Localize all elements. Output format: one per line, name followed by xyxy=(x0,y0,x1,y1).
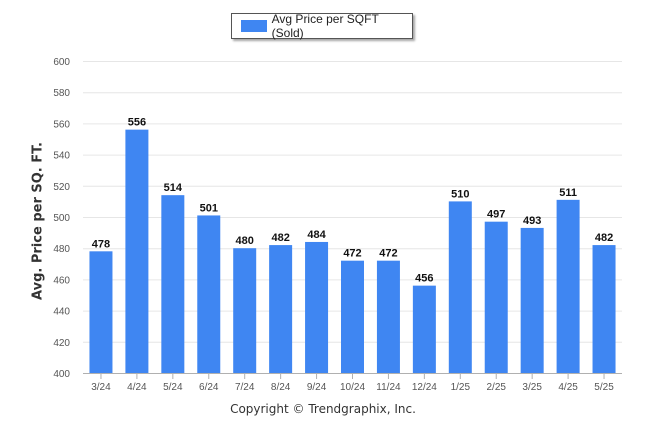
legend[interactable]: Avg Price per SQFT (Sold) xyxy=(231,12,413,40)
data-label: 493 xyxy=(523,215,541,227)
data-label: 510 xyxy=(451,188,469,200)
x-tick-label: 4/24 xyxy=(127,382,147,393)
y-tick-label: 520 xyxy=(53,182,70,193)
y-axis-label: Avg. Price per SQ. FT. xyxy=(30,142,46,300)
x-tick-label: 4/25 xyxy=(558,382,578,393)
data-label: 456 xyxy=(415,273,433,285)
data-label: 501 xyxy=(200,202,218,214)
bar[interactable] xyxy=(556,199,580,373)
y-tick-label: 400 xyxy=(53,369,70,380)
bar[interactable] xyxy=(341,260,364,373)
y-tick-label: 560 xyxy=(53,119,70,130)
x-tick-label: 2/25 xyxy=(486,382,506,393)
x-tick-label: 10/24 xyxy=(340,382,365,393)
bar[interactable] xyxy=(197,215,221,373)
x-tick-labels: 3/24 4/24 5/24 6/24 7/24 8/24 9/24 10/24 11/24 12… xyxy=(91,374,614,393)
x-tick-label: 7/24 xyxy=(235,382,255,393)
x-tick-label: 3/24 xyxy=(91,382,111,393)
data-label: 482 xyxy=(595,232,613,244)
data-label: 511 xyxy=(559,187,577,199)
bar[interactable] xyxy=(125,129,149,373)
x-tick-label: 12/24 xyxy=(412,382,437,393)
data-label: 556 xyxy=(128,117,146,129)
y-tick-labels: 400 420 440 460 480 500 520 540 560 580 600 xyxy=(53,57,70,380)
bar[interactable] xyxy=(89,251,113,373)
data-label: 514 xyxy=(164,182,183,194)
x-tick-label: 3/25 xyxy=(522,382,542,393)
bar[interactable] xyxy=(233,248,257,373)
data-label: 472 xyxy=(343,248,361,260)
bar[interactable] xyxy=(520,227,544,373)
bar[interactable] xyxy=(592,245,616,373)
data-label: 478 xyxy=(92,238,110,250)
x-tick-label: 11/24 xyxy=(376,382,401,393)
bar[interactable] xyxy=(376,260,400,373)
y-tick-label: 440 xyxy=(53,307,70,318)
data-labels: 478 556 514 501 480 482 484 472 472 456 510 497 493 5… xyxy=(92,117,613,285)
x-tick-label: 5/25 xyxy=(594,382,614,393)
y-tick-label: 500 xyxy=(53,213,70,224)
data-label: 497 xyxy=(487,209,505,221)
y-tick-label: 600 xyxy=(53,57,70,68)
copyright-footer: Copyright © Trendgraphix, Inc. xyxy=(230,402,416,416)
x-tick-label: 1/25 xyxy=(451,382,471,393)
bar[interactable] xyxy=(305,241,329,373)
y-tick-label: 480 xyxy=(53,244,70,255)
x-tick-label: 5/24 xyxy=(163,382,183,393)
y-tick-label: 540 xyxy=(53,151,70,162)
data-label: 480 xyxy=(236,235,254,247)
bar[interactable] xyxy=(412,285,436,373)
data-label: 472 xyxy=(379,248,397,260)
y-tick-label: 460 xyxy=(53,275,70,286)
data-label: 482 xyxy=(271,232,289,244)
bar[interactable] xyxy=(484,221,508,373)
legend-label: Avg Price per SQFT (Sold) xyxy=(271,12,379,40)
bar[interactable] xyxy=(161,195,185,373)
x-tick-label: 6/24 xyxy=(199,382,219,393)
bar[interactable] xyxy=(448,201,472,373)
legend-swatch xyxy=(241,20,267,32)
x-tick-label: 8/24 xyxy=(271,382,291,393)
x-tick-label: 9/24 xyxy=(307,382,327,393)
bars xyxy=(89,129,616,373)
data-label: 484 xyxy=(307,229,326,241)
bar[interactable] xyxy=(269,245,293,373)
y-tick-label: 420 xyxy=(53,338,70,349)
y-tick-label: 580 xyxy=(53,88,70,99)
